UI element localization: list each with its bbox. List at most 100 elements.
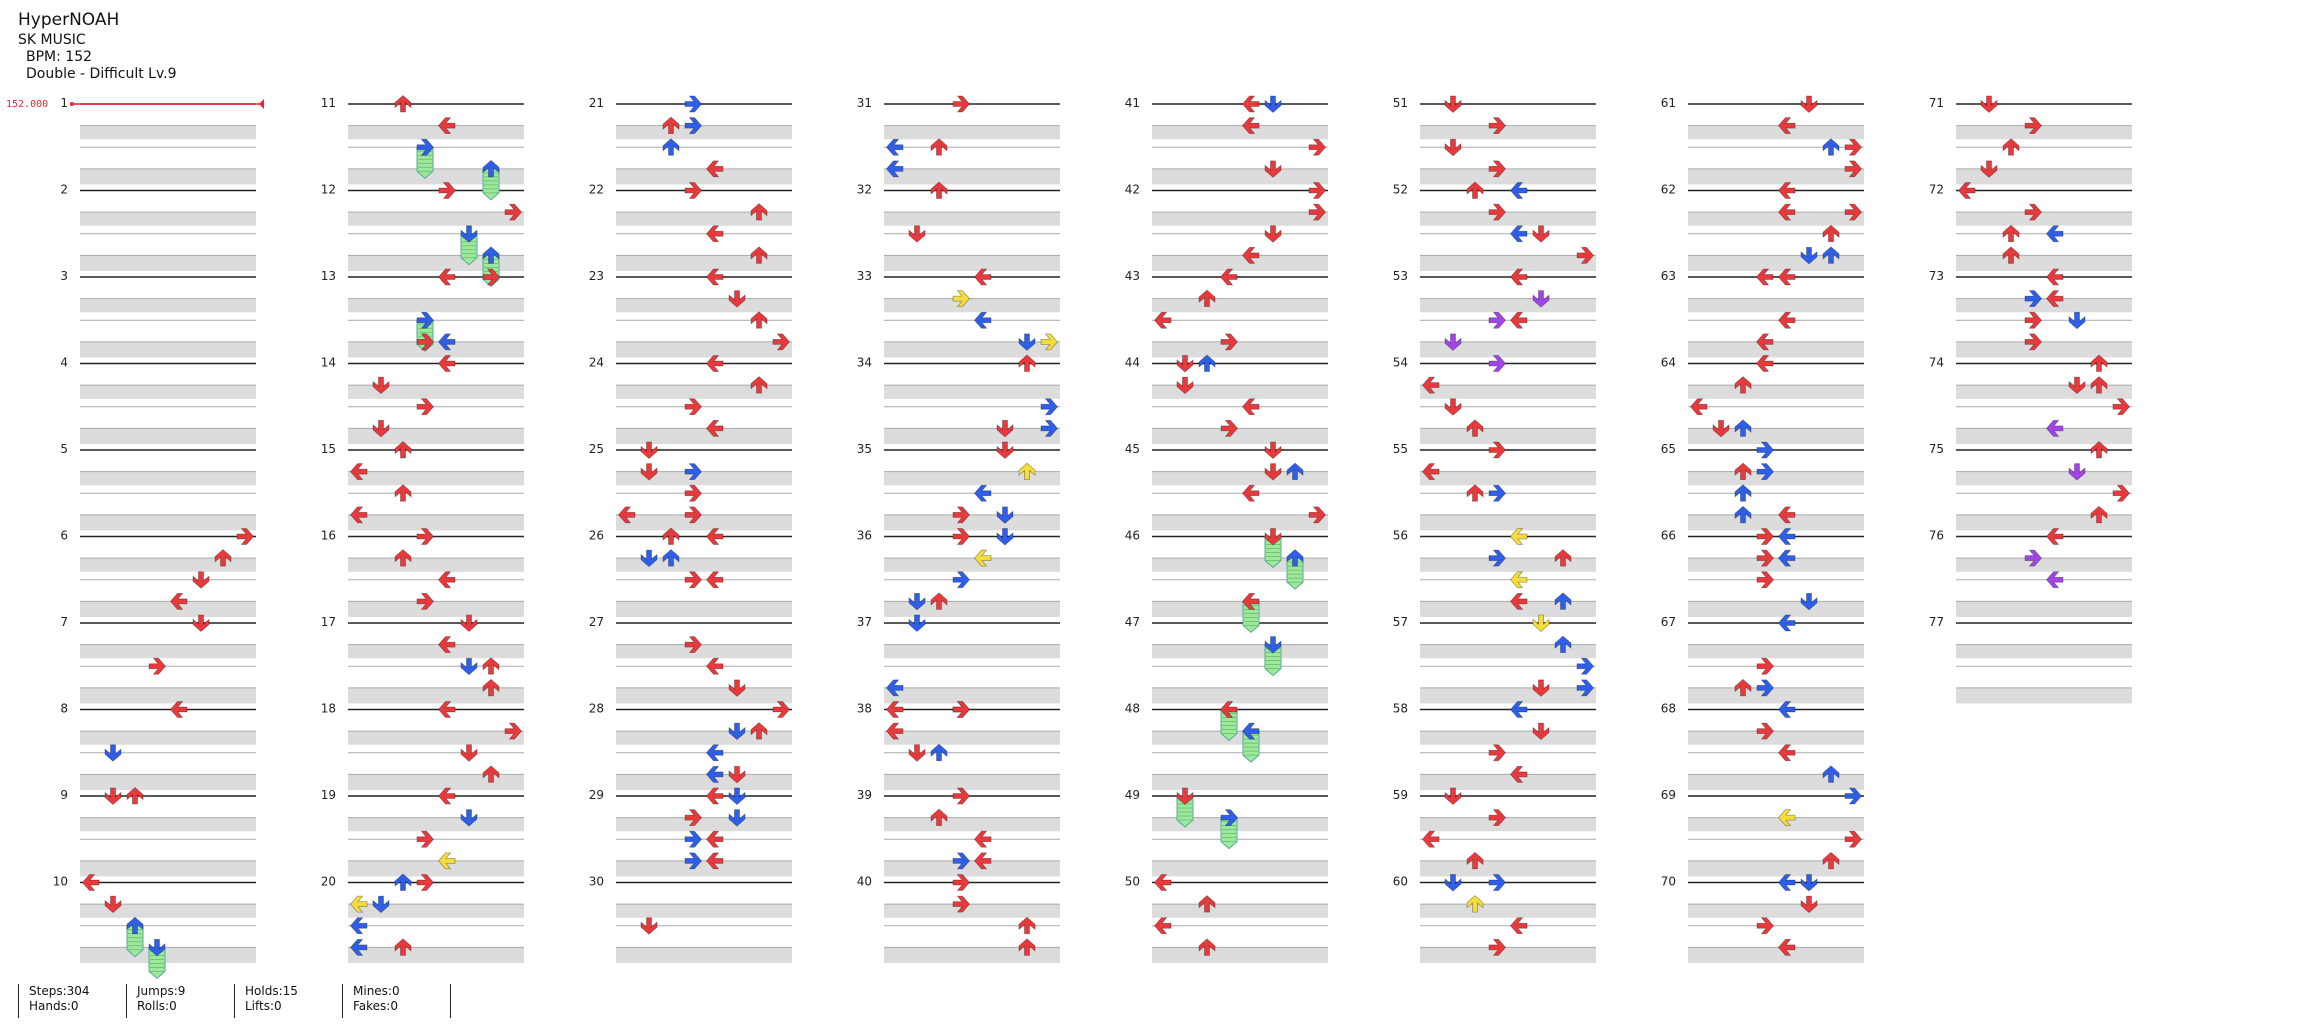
- arrow-left-icon: [1777, 874, 1796, 891]
- step-note: [1777, 809, 1796, 827]
- beat-band: [348, 776, 524, 790]
- measure-number: 62: [1661, 183, 1676, 197]
- beat-band: [884, 731, 1060, 745]
- step-note: [1777, 701, 1796, 718]
- arrow-left-icon: [973, 549, 992, 567]
- hold-body: [1220, 817, 1238, 850]
- arrow-left-icon: [1777, 182, 1796, 199]
- measure-number: 72: [1929, 183, 1944, 197]
- step-note: [1153, 917, 1172, 935]
- step-note: [1756, 657, 1775, 675]
- measure-58: 58: [1393, 702, 1596, 790]
- hold-note: [148, 938, 166, 980]
- beat-band: [616, 298, 792, 313]
- beat-band: [1956, 170, 2132, 185]
- measure-number: 55: [1393, 442, 1408, 456]
- beat-band: [1420, 689, 1596, 704]
- beat-band: [1688, 298, 1864, 313]
- arrow-down-icon: [728, 787, 746, 806]
- arrow-down-icon: [460, 809, 478, 827]
- step-note: [1800, 874, 1818, 892]
- arrow-left-icon: [1153, 874, 1172, 891]
- arrow-up-icon: [394, 484, 412, 502]
- arrow-left-icon: [973, 268, 992, 286]
- arrow-down-icon: [728, 765, 746, 784]
- arrow-left-icon: [349, 917, 368, 935]
- step-note: [973, 830, 992, 848]
- beat-band: [884, 558, 1060, 572]
- measure-3: 3: [60, 269, 256, 358]
- step-note: [617, 506, 636, 524]
- step-note: [2002, 138, 2020, 156]
- beat-band: [1420, 298, 1596, 313]
- step-note: [1241, 95, 1260, 113]
- step-note: [1756, 571, 1775, 589]
- step-note: [750, 203, 768, 221]
- measure-number: 51: [1393, 96, 1408, 110]
- step-note: [1734, 462, 1752, 481]
- step-note: [908, 614, 926, 633]
- measure-number: 66: [1661, 529, 1676, 543]
- step-note: [2045, 290, 2064, 308]
- beat-band: [1956, 430, 2132, 444]
- arrow-left-icon: [437, 701, 456, 718]
- step-note: [1264, 160, 1282, 178]
- arrow-left-icon: [705, 787, 724, 805]
- arrow-down-icon: [1264, 636, 1282, 654]
- arrow-up-icon: [482, 246, 500, 264]
- arrow-down-icon: [1264, 95, 1282, 114]
- arrow-down-icon: [1800, 246, 1818, 265]
- step-note: [952, 895, 971, 913]
- measure-50: 50: [1125, 875, 1328, 963]
- arrow-up-icon: [1734, 376, 1752, 394]
- arrow-left-icon: [2045, 268, 2064, 286]
- arrow-down-icon: [1176, 355, 1194, 373]
- step-note: [1421, 830, 1440, 848]
- arrow-up-icon: [2090, 376, 2108, 394]
- beat-band: [1956, 516, 2132, 531]
- step-note: [2002, 246, 2020, 264]
- step-note: [2090, 505, 2108, 524]
- beat-band: [1956, 257, 2132, 271]
- step-note: [728, 290, 746, 308]
- step-note: [104, 744, 122, 762]
- arrow-up-icon: [930, 743, 948, 762]
- beat-band: [1688, 430, 1864, 444]
- arrow-down-icon: [908, 614, 926, 633]
- beat-band: [1688, 689, 1864, 704]
- step-note: [1800, 95, 1818, 114]
- measure-number: 45: [1125, 442, 1140, 456]
- beat-band: [1688, 603, 1864, 617]
- step-note: [372, 419, 390, 438]
- measure-74: 74: [1929, 356, 2132, 444]
- arrow-down-icon: [1532, 225, 1550, 243]
- arrow-right-icon: [416, 333, 435, 351]
- measure-36: 36: [857, 529, 1060, 617]
- step-note: [1689, 398, 1708, 416]
- stats-col-steps: Steps:304 Hands:0: [18, 984, 125, 1018]
- step-note: [349, 895, 368, 913]
- beat-band: [1152, 471, 1328, 486]
- arrow-left-icon: [973, 852, 992, 870]
- step-note: [684, 398, 703, 416]
- step-note: [1509, 592, 1528, 610]
- arrow-down-icon: [640, 441, 658, 460]
- measure-45: 45: [1125, 442, 1328, 531]
- arrow-right-icon: [1844, 160, 1863, 178]
- arrow-left-icon: [1509, 592, 1528, 610]
- arrow-right-icon: [1844, 203, 1863, 221]
- arrow-left-icon: [705, 765, 724, 783]
- step-note: [1040, 333, 1059, 351]
- beat-band: [884, 603, 1060, 617]
- step-note: [728, 722, 746, 741]
- step-note: [1018, 938, 1036, 956]
- beat-band: [1688, 776, 1864, 790]
- step-note: [885, 160, 904, 178]
- step-note: [2090, 440, 2108, 459]
- step-note: [416, 398, 435, 416]
- beat-band: [1956, 603, 2132, 617]
- beat-band: [80, 170, 256, 185]
- step-note: [1241, 117, 1260, 135]
- arrow-left-icon: [1153, 311, 1172, 329]
- beat-band: [884, 430, 1060, 444]
